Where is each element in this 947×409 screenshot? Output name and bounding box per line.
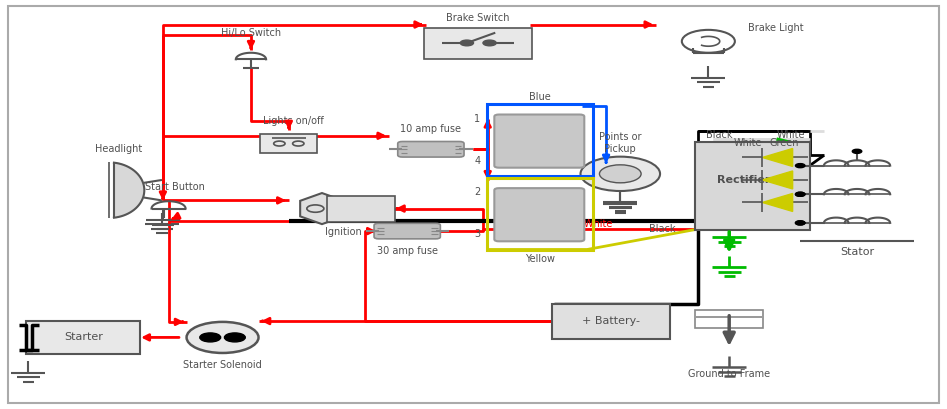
Text: Lights on/off: Lights on/off — [263, 117, 324, 126]
Text: Points or
Pickup: Points or Pickup — [599, 133, 641, 154]
FancyBboxPatch shape — [26, 321, 140, 354]
Text: White: White — [777, 130, 805, 140]
Polygon shape — [762, 193, 793, 211]
Text: 1: 1 — [474, 114, 480, 124]
Circle shape — [200, 333, 221, 342]
Circle shape — [224, 333, 245, 342]
Text: Headlight: Headlight — [95, 144, 142, 154]
Text: Stator: Stator — [840, 247, 874, 256]
Text: 30 amp fuse: 30 amp fuse — [377, 246, 438, 256]
Polygon shape — [762, 171, 793, 189]
Text: Blue: Blue — [529, 92, 550, 102]
Circle shape — [581, 157, 660, 191]
Polygon shape — [114, 163, 144, 218]
Text: 10 amp fuse: 10 amp fuse — [401, 124, 461, 134]
Text: + Battery-: + Battery- — [581, 316, 640, 326]
Circle shape — [599, 165, 641, 183]
FancyBboxPatch shape — [327, 196, 395, 222]
Circle shape — [795, 164, 805, 168]
Text: Yellow: Yellow — [525, 254, 555, 264]
Circle shape — [460, 40, 474, 46]
Text: Rectifier: Rectifier — [717, 175, 770, 185]
Circle shape — [795, 192, 805, 196]
Circle shape — [483, 40, 496, 46]
Text: 2: 2 — [474, 187, 480, 197]
Circle shape — [187, 322, 259, 353]
Circle shape — [795, 221, 805, 225]
Text: SW.: SW. — [352, 208, 369, 218]
Text: 3: 3 — [474, 229, 480, 239]
Text: Brake Light: Brake Light — [748, 23, 804, 33]
Circle shape — [795, 192, 805, 196]
Text: Green: Green — [770, 138, 799, 148]
Text: Hi/Lo Switch: Hi/Lo Switch — [221, 28, 281, 38]
Text: Ignition: Ignition — [326, 227, 362, 237]
FancyBboxPatch shape — [494, 188, 584, 241]
Polygon shape — [300, 193, 344, 224]
FancyBboxPatch shape — [494, 115, 584, 168]
Text: Coil: Coil — [528, 210, 551, 220]
FancyBboxPatch shape — [398, 142, 464, 157]
FancyBboxPatch shape — [552, 304, 670, 339]
FancyBboxPatch shape — [695, 142, 810, 230]
Text: Start Button: Start Button — [145, 182, 205, 192]
Text: Starter: Starter — [63, 333, 103, 342]
Text: Coil: Coil — [528, 136, 551, 146]
Text: Brake Switch: Brake Switch — [446, 13, 510, 22]
Circle shape — [852, 149, 862, 153]
FancyBboxPatch shape — [260, 134, 317, 153]
FancyBboxPatch shape — [374, 223, 440, 239]
Text: Starter Solenoid: Starter Solenoid — [183, 360, 262, 370]
Circle shape — [795, 221, 805, 225]
Text: IGN.: IGN. — [350, 199, 371, 209]
Text: White: White — [734, 138, 762, 148]
FancyBboxPatch shape — [424, 28, 532, 59]
Text: Ground to Frame: Ground to Frame — [688, 369, 770, 379]
Text: 4: 4 — [474, 156, 480, 166]
Text: Black: Black — [649, 224, 675, 234]
Polygon shape — [762, 148, 793, 166]
Text: Black: Black — [706, 130, 732, 140]
Text: Red/White: Red/White — [562, 219, 613, 229]
